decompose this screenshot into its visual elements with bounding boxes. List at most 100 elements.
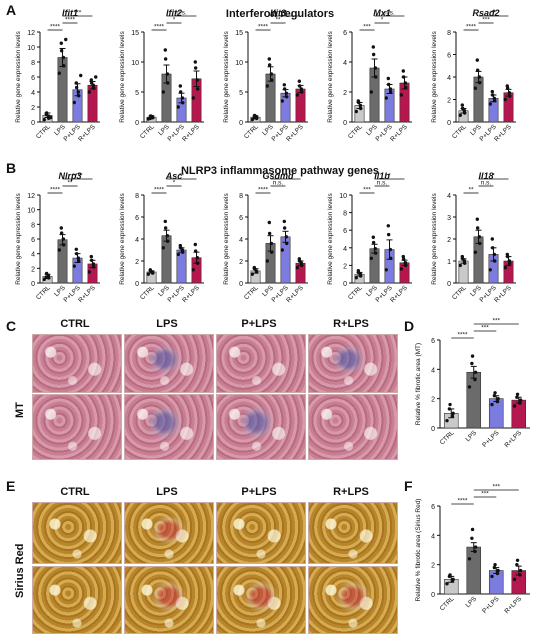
data-point-ifit2-LPS — [163, 48, 167, 52]
y-tick-label-asc: 8 — [135, 193, 139, 200]
data-point-gsdmd-P+LPS — [282, 226, 287, 230]
chart-title-nlrp3: Nlrp3 — [58, 171, 81, 181]
sig-label-sr_fibrosis-0: **** — [457, 498, 468, 505]
data-point-rsad2-R+LPS — [508, 94, 512, 98]
data-point-ifit3-P+LPS — [284, 91, 289, 95]
sig-label-ifit3-2: * — [284, 10, 287, 17]
data-point-mt_fibrosis-CTRL — [447, 407, 452, 411]
sig-label-ifit2-0: **** — [154, 24, 165, 31]
sig-label-il1b-1: n.s. — [377, 180, 388, 187]
data-point-rsad2-R+LPS — [503, 97, 507, 102]
data-point-il18-P+LPS — [493, 259, 497, 263]
data-point-rsad2-P+LPS — [490, 89, 494, 94]
data-point-rsad2-LPS — [473, 86, 477, 90]
sr-image-lps-1 — [124, 502, 214, 564]
data-point-mx1-R+LPS — [401, 75, 406, 79]
mt-image-rlps-2 — [308, 394, 398, 460]
data-point-ifit3-R+LPS — [297, 79, 301, 83]
y-tick-label-rsad2: 6 — [447, 53, 451, 60]
data-point-mx1-LPS — [373, 66, 378, 70]
data-point-mt_fibrosis-LPS — [470, 361, 474, 366]
y-tick-label-asc: 6 — [135, 215, 139, 222]
data-point-ifit1-P+LPS — [74, 81, 79, 85]
panel-c-letter: C — [6, 318, 17, 334]
data-point-rsad2-LPS — [475, 58, 479, 62]
chart-title-rsad2: Rsad2 — [472, 8, 499, 18]
data-point-sr_fibrosis-R+LPS — [518, 573, 522, 577]
x-tick-label-il18-R+LPS: R+LPS — [493, 284, 513, 304]
x-tick-label-mx1-R+LPS: R+LPS — [389, 123, 409, 143]
data-point-asc-R+LPS — [196, 261, 200, 265]
sr-image-plps-1 — [216, 502, 306, 564]
panel-c-col-ctrl: CTRL — [60, 318, 90, 330]
data-point-il1b-CTRL — [354, 276, 358, 280]
data-point-asc-R+LPS — [193, 242, 197, 247]
y-tick-label-gsdmd: 6 — [239, 215, 243, 222]
data-point-asc-P+LPS — [176, 252, 180, 257]
data-point-asc-LPS — [166, 239, 170, 243]
x-tick-label-mt_fibrosis-LPS: LPS — [465, 429, 479, 443]
chart-title-il18: Il18 — [478, 171, 493, 181]
data-point-ifit1-LPS — [59, 41, 63, 45]
data-point-ifit1-R+LPS — [87, 90, 91, 94]
data-point-il18-P+LPS — [488, 268, 492, 272]
y-axis-label-ifit2: Relative gene expression levels — [119, 31, 126, 123]
data-point-mx1-R+LPS — [399, 93, 403, 97]
data-point-ifit1-LPS — [61, 55, 66, 60]
data-point-nlrp3-R+LPS — [92, 265, 96, 269]
sig-label-gsdmd-0: **** — [258, 187, 269, 194]
data-point-asc-LPS — [165, 234, 170, 238]
x-tick-label-gsdmd-CTRL: CTRL — [243, 284, 260, 301]
sig-label-ifit2-1: * — [173, 17, 176, 24]
data-point-rsad2-CTRL — [458, 113, 462, 117]
sig-label-mt_fibrosis-1: *** — [481, 325, 489, 332]
data-point-mt_fibrosis-LPS — [473, 377, 477, 382]
data-point-ifit2-P+LPS — [180, 96, 185, 100]
data-point-nlrp3-P+LPS — [77, 259, 81, 263]
y-tick-label-ifit3: 15 — [235, 30, 243, 37]
data-point-ifit3-R+LPS — [295, 93, 299, 97]
data-point-ifit3-CTRL — [252, 116, 256, 120]
data-point-ifit3-LPS — [265, 84, 269, 88]
sig-label-asc-1: * — [173, 180, 176, 187]
data-point-nlrp3-P+LPS — [76, 256, 81, 260]
data-point-ifit1-LPS — [59, 49, 64, 53]
x-tick-label-sr_fibrosis-LPS: LPS — [465, 595, 479, 609]
data-point-mt_fibrosis-CTRL — [448, 402, 452, 407]
data-point-ifit1-LPS — [57, 71, 61, 75]
data-point-il1b-LPS — [373, 246, 378, 251]
y-tick-label-ifit1: 8 — [31, 60, 35, 67]
sr-image-ctrl-1 — [32, 502, 122, 564]
y-axis-label-asc: Relative gene expression levels — [119, 193, 126, 285]
y-tick-label-il18: 1 — [447, 259, 451, 266]
panel-f-letter: F — [404, 478, 413, 494]
y-tick-label-rsad2: 4 — [447, 75, 451, 82]
y-tick-label-ifit1: 0 — [31, 120, 35, 127]
panel-e-col-ctrl: CTRL — [60, 486, 90, 498]
sig-label-nlrp3-1: ** — [67, 180, 73, 187]
data-point-mx1-P+LPS — [388, 87, 393, 91]
data-point-gsdmd-CTRL — [252, 265, 256, 270]
data-point-gsdmd-CTRL — [250, 272, 254, 276]
data-point-ifit2-R+LPS — [193, 60, 197, 64]
data-point-nlrp3-LPS — [57, 248, 61, 252]
x-tick-label-ifit3-CTRL: CTRL — [243, 123, 260, 140]
data-point-ifit2-R+LPS — [191, 96, 195, 100]
y-tick-label-il1b: 0 — [343, 281, 347, 288]
x-tick-label-il1b-CTRL: CTRL — [347, 284, 364, 301]
chart-title-ifit2: Ifit2 — [166, 8, 182, 18]
data-point-sr_fibrosis-LPS — [470, 527, 475, 532]
y-axis-label-mt_fibrosis: Relative % fibrotic area (MT) — [415, 343, 422, 425]
y-tick-label-ifit2: 10 — [131, 60, 139, 67]
data-point-rsad2-CTRL — [460, 106, 465, 111]
data-point-il1b-R+LPS — [401, 257, 406, 261]
data-point-gsdmd-LPS — [267, 231, 272, 236]
y-tick-label-il18: 3 — [447, 215, 451, 222]
y-tick-label-mt_fibrosis: 0 — [431, 426, 435, 433]
sr-image-rlps-1 — [308, 502, 398, 564]
panel-a-title: Interferon regulators — [225, 8, 335, 20]
y-tick-label-nlrp3: 0 — [31, 281, 35, 288]
data-point-ifit1-P+LPS — [74, 85, 79, 90]
y-tick-label-nlrp3: 8 — [31, 222, 35, 229]
data-point-sr_fibrosis-LPS — [473, 549, 477, 554]
